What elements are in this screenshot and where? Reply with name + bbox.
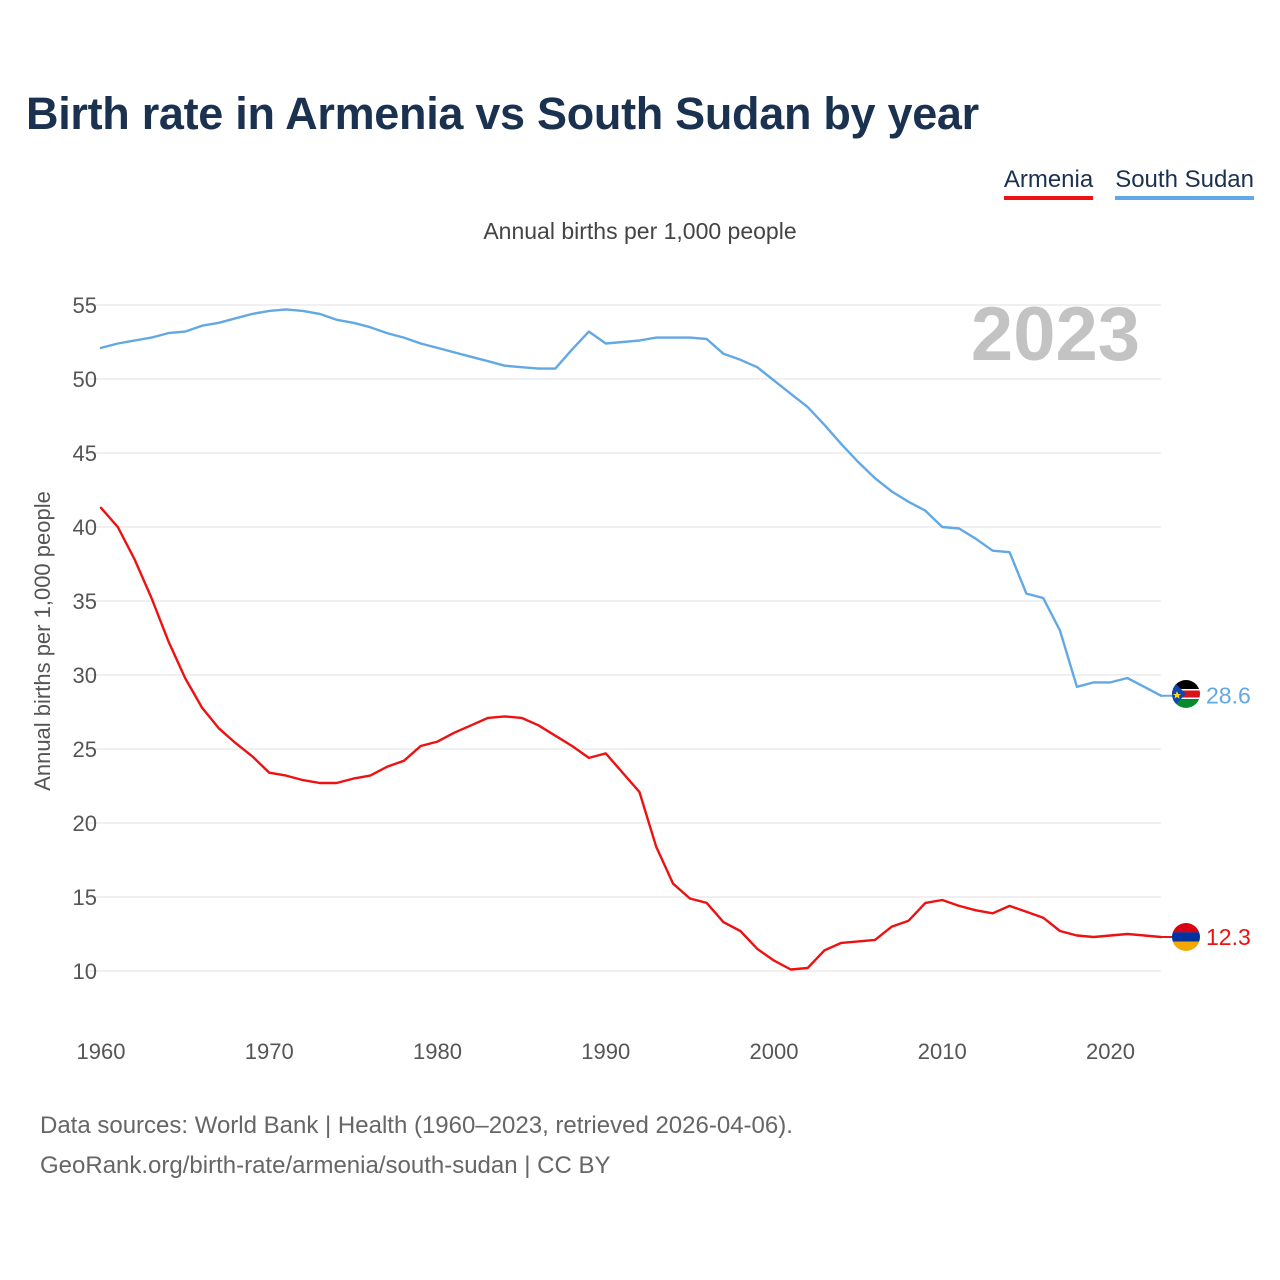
y-tick-label: 30	[73, 663, 97, 688]
y-tick-label: 20	[73, 811, 97, 836]
armenia-flag-icon	[1172, 923, 1200, 951]
end-value-label-south-sudan: 28.6	[1206, 683, 1251, 709]
footer-sources: Data sources: World Bank | Health (1960–…	[40, 1112, 793, 1139]
footer: Data sources: World Bank | Health (1960–…	[40, 1106, 793, 1186]
y-tick-label: 35	[73, 589, 97, 614]
legend-item-south-sudan[interactable]: South Sudan	[1115, 166, 1254, 200]
y-tick-label: 25	[73, 737, 97, 762]
chart-subtitle: Annual births per 1,000 people	[483, 218, 797, 244]
x-tick-label: 2010	[918, 1039, 967, 1064]
footer-url[interactable]: GeoRank.org/birth-rate/armenia/south-sud…	[40, 1152, 611, 1179]
end-value-label-armenia: 12.3	[1206, 924, 1251, 950]
x-tick-label: 1960	[77, 1039, 126, 1064]
legend-item-armenia[interactable]: Armenia	[1003, 166, 1094, 200]
south-sudan-flag-icon	[1172, 680, 1200, 708]
y-tick-label: 50	[73, 367, 97, 392]
series-line-south-sudan[interactable]	[99, 308, 1163, 697]
x-tick-label: 2000	[750, 1039, 799, 1064]
legend: Armenia South Sudan	[1003, 166, 1254, 200]
y-axis-label: Annual births per 1,000 people	[30, 491, 55, 791]
y-tick-label: 10	[73, 959, 97, 984]
series-line-armenia[interactable]	[99, 506, 1163, 971]
x-tick-label: 1990	[581, 1039, 630, 1064]
x-tick-label: 1980	[413, 1039, 462, 1064]
x-tick-label: 1970	[245, 1039, 294, 1064]
year-watermark: 2023	[971, 292, 1140, 377]
y-tick-label: 40	[73, 515, 97, 540]
y-tick-label: 45	[73, 441, 97, 466]
chart-title: Birth rate in Armenia vs South Sudan by …	[26, 88, 979, 139]
x-tick-label: 2020	[1086, 1039, 1135, 1064]
y-tick-label: 15	[73, 885, 97, 910]
y-tick-label: 55	[73, 293, 97, 318]
